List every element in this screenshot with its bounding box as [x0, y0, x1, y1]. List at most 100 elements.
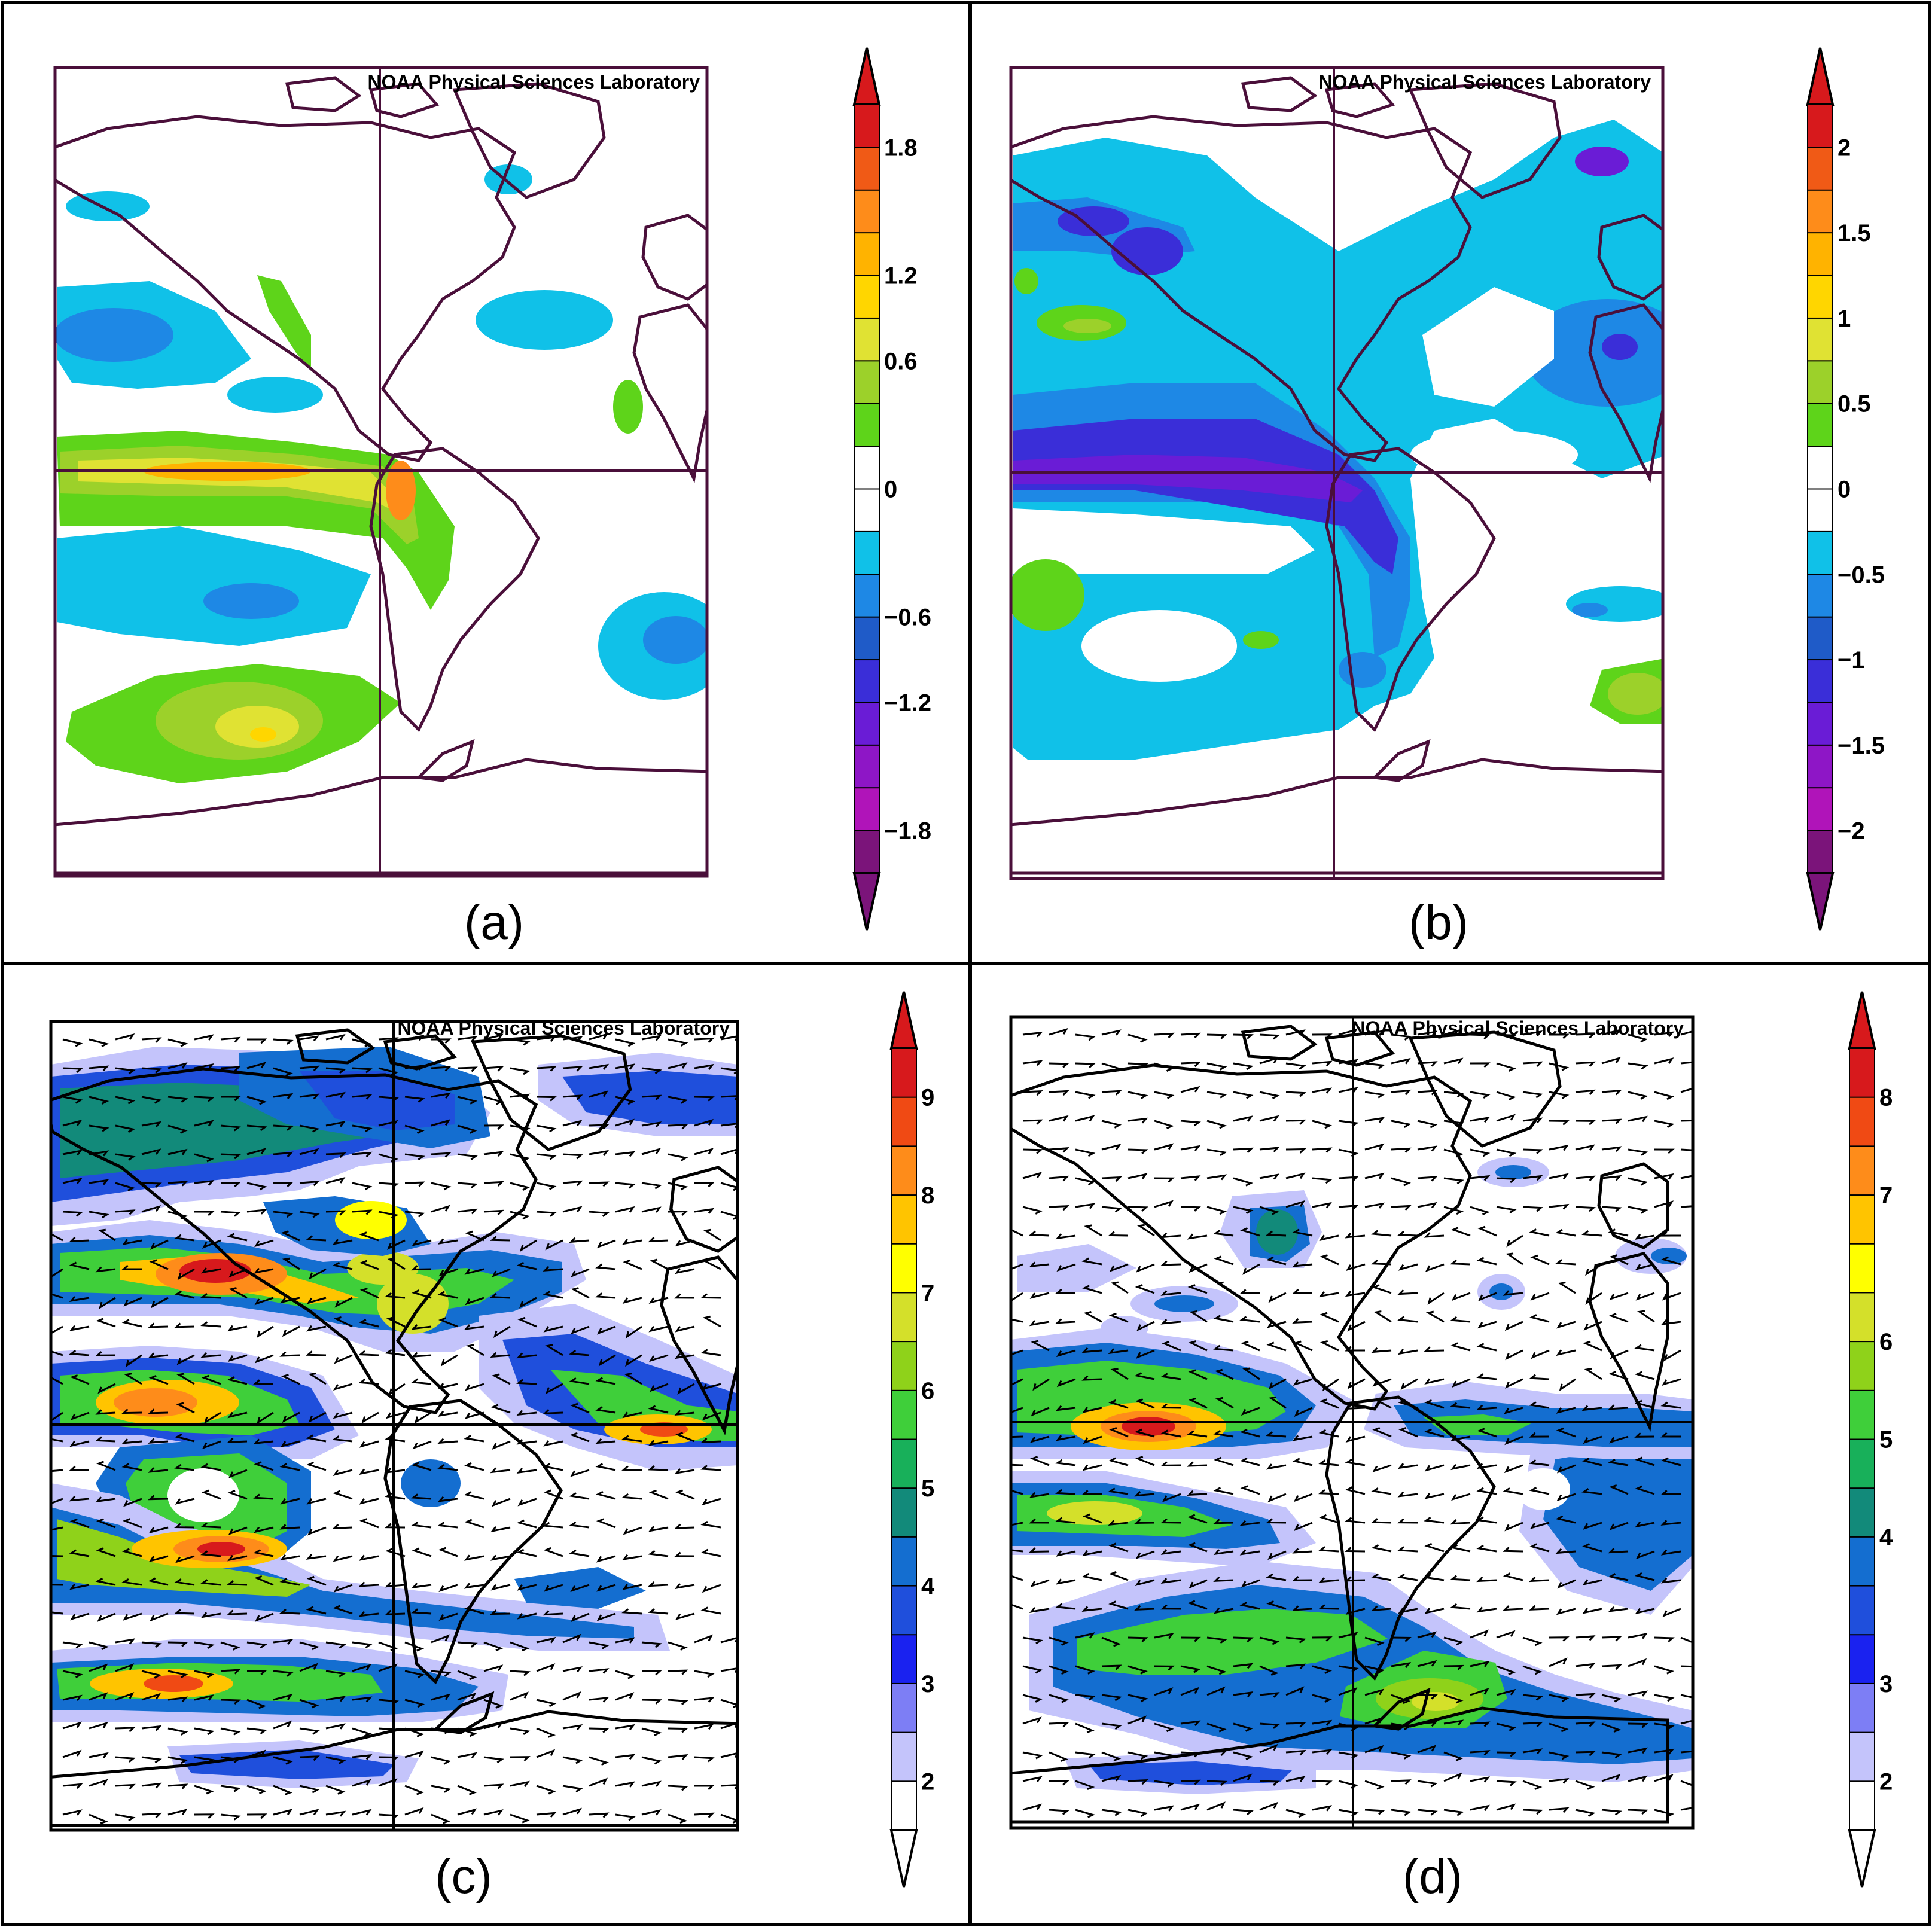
wind-barb — [544, 1584, 563, 1592]
wind-barb — [89, 1211, 109, 1219]
colorbar-segment — [854, 530, 880, 575]
wind-barb — [333, 1316, 353, 1328]
wind-barb — [1345, 1291, 1366, 1297]
wind-barb — [1082, 1513, 1102, 1524]
wind-barb — [200, 1352, 221, 1358]
wind-barb — [62, 1694, 83, 1702]
wind-barb — [167, 1148, 188, 1155]
colorbar-tick-label: 8 — [921, 1182, 934, 1209]
wind-barb — [1101, 1636, 1122, 1647]
wind-barb — [1312, 1780, 1333, 1786]
wind-barb — [464, 1583, 484, 1589]
wind-barb — [1233, 1177, 1253, 1187]
wind-barb — [1522, 1061, 1543, 1067]
colorbar-segment — [1849, 1780, 1875, 1831]
wind-barb — [254, 1354, 274, 1364]
wind-barb — [536, 1749, 556, 1758]
wind-barb — [1213, 1229, 1234, 1237]
wind-barb — [200, 1292, 221, 1299]
wind-barb — [1187, 1430, 1208, 1438]
wind-barb — [1424, 1378, 1445, 1385]
wind-barb — [1364, 1091, 1385, 1099]
wind-barb — [668, 1038, 688, 1047]
wind-barb — [1496, 1114, 1516, 1122]
wind-barb — [167, 1096, 188, 1103]
wind-barb — [1400, 1378, 1418, 1391]
wind-barb — [1285, 1686, 1305, 1696]
colorbar-segment — [1807, 659, 1833, 703]
colorbar-segment — [1807, 744, 1833, 789]
panel-a-colorbar: 1.8 1.2 0.6 0 −0.6 −1.2 −1.8 — [852, 47, 931, 931]
wind-barb — [621, 1493, 642, 1500]
wind-barb — [1660, 1549, 1681, 1556]
wind-barb — [1136, 1263, 1155, 1273]
wind-barb — [1135, 1456, 1155, 1466]
wind-barb — [694, 1723, 714, 1730]
wind-barb — [1364, 1172, 1385, 1179]
wind-barb — [1654, 1031, 1675, 1038]
wind-barb — [1127, 1636, 1148, 1642]
wind-barb — [516, 1352, 537, 1359]
wind-barb — [1214, 1456, 1234, 1466]
wind-barb — [1049, 1665, 1069, 1675]
wind-barb — [70, 1411, 90, 1421]
colorbar-segment — [1849, 1585, 1875, 1636]
wind-barb — [1372, 1464, 1392, 1472]
wind-barb — [1371, 1573, 1392, 1581]
wind-barb — [273, 1151, 294, 1158]
wind-barb — [1424, 1464, 1445, 1472]
wind-barb — [1188, 1369, 1208, 1380]
wind-barb — [562, 1756, 583, 1764]
wind-barb — [1318, 1604, 1339, 1610]
wind-barb — [1127, 1751, 1148, 1760]
wind-barb — [1127, 1694, 1148, 1703]
wind-barb — [1206, 1686, 1226, 1696]
wind-barb — [273, 1124, 294, 1131]
wind-barb — [490, 1467, 511, 1474]
wind-barb — [1213, 1519, 1234, 1524]
panel-a: NOAA Physical Sciences Laboratory 1.8 1.2… — [53, 47, 931, 950]
wind-barb — [1529, 1486, 1550, 1495]
wind-barb — [333, 1383, 353, 1391]
colorbar-segment — [1849, 1731, 1875, 1782]
wind-barb — [1011, 1463, 1023, 1466]
wind-barb — [1240, 1485, 1260, 1495]
wind-barb — [1556, 1608, 1576, 1615]
wind-barb — [1049, 1780, 1069, 1786]
wind-barb — [1425, 1310, 1445, 1323]
wind-barb — [641, 1699, 662, 1705]
colorbar-segment — [891, 1243, 917, 1294]
wind-barb — [97, 1383, 116, 1394]
wind-barb — [254, 1239, 274, 1248]
wind-barb — [437, 1464, 458, 1471]
wind-barb — [1628, 1658, 1647, 1667]
wind-barb — [596, 1584, 616, 1592]
wind-barb — [700, 1293, 721, 1299]
wind-barb — [220, 1182, 241, 1188]
colorbar-tick-label: −2 — [1837, 818, 1865, 844]
wind-barb — [1549, 1722, 1569, 1733]
wind-barb — [571, 1612, 590, 1623]
wind-barb — [1372, 1427, 1392, 1438]
wind-barb — [438, 1547, 458, 1557]
wind-barb — [1609, 1254, 1629, 1266]
wind-barb — [1055, 1603, 1076, 1610]
wind-barb — [1154, 1805, 1175, 1812]
wind-barb — [1496, 1751, 1517, 1757]
wind-barb — [1634, 1432, 1655, 1438]
wind-barb — [1029, 1261, 1050, 1267]
wind-barb — [625, 1325, 642, 1339]
wind-barb — [1601, 1636, 1622, 1642]
wind-barb — [220, 1211, 241, 1217]
wind-barb — [589, 1641, 610, 1649]
wind-barb — [141, 1670, 162, 1679]
wind-barb — [1417, 1120, 1438, 1129]
wind-barb — [1285, 1809, 1306, 1818]
wind-barb — [1031, 1407, 1050, 1417]
wind-barb — [200, 1321, 221, 1328]
wind-barb — [1628, 1690, 1648, 1697]
wind-barb — [1443, 1636, 1464, 1646]
wind-barb — [519, 1239, 537, 1252]
wind-barb — [1549, 1033, 1570, 1039]
colorbar-segment — [854, 104, 880, 148]
